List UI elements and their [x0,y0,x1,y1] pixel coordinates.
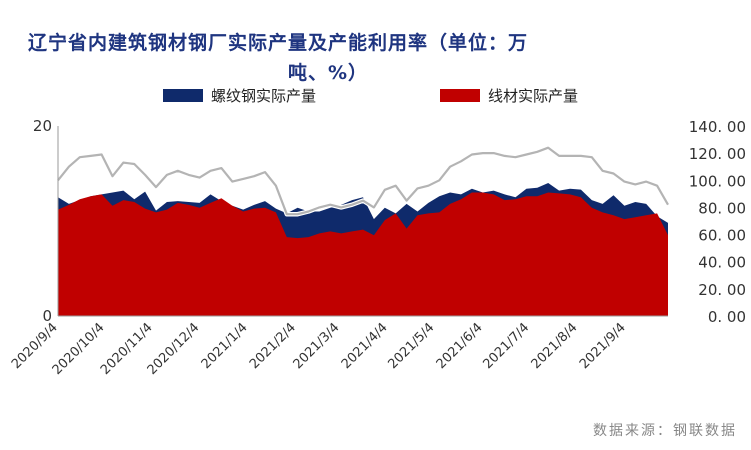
source-note: 数据来源：钢联数据 [593,423,737,439]
x-tick-label: 2021/3/4 [291,320,343,372]
chart-title-line2: 吨、%） [287,62,369,84]
y-left-tick-label: 20 [33,117,52,135]
chart-title: 辽宁省内建筑钢材钢厂实际产量及产能利用率（单位：万 吨、%） [28,28,628,88]
legend: 螺纹钢实际产量 线材实际产量 [163,87,578,105]
y-right-tick-label: 100. 00 [689,172,746,190]
legend-label-wire: 线材实际产量 [488,87,578,105]
x-tick-label: 2021/6/4 [434,320,486,372]
y-right-tick-label: 20. 00 [698,281,746,299]
x-tick-label: 2021/5/4 [386,320,438,372]
x-tick-label: 2021/1/4 [199,320,251,372]
legend-swatch-rebar [163,89,203,102]
x-tick-label: 2021/9/4 [577,320,629,372]
y-right-tick-label: 60. 00 [698,227,746,245]
y-right-tick-label: 0. 00 [708,308,746,326]
wire-output-area [58,192,668,316]
legend-swatch-wire [440,89,480,102]
y-right-tick-label: 40. 00 [698,254,746,272]
legend-label-rebar: 螺纹钢实际产量 [211,87,316,105]
x-tick-label: 2021/4/4 [339,320,391,372]
y-right-tick-label: 80. 00 [698,199,746,217]
chart-title-line1: 辽宁省内建筑钢材钢厂实际产量及产能利用率（单位：万 [28,32,529,54]
y-right-tick-label: 120. 00 [689,145,746,163]
x-tick-label: 2021/8/4 [529,320,581,372]
y-right-tick-label: 140. 00 [689,118,746,136]
plot-area [56,145,670,316]
y-left-tick-label: 0 [42,307,52,325]
utilization-line [57,146,669,216]
x-tick-label: 2021/7/4 [480,320,532,372]
x-tick-label: 2021/2/4 [247,320,299,372]
